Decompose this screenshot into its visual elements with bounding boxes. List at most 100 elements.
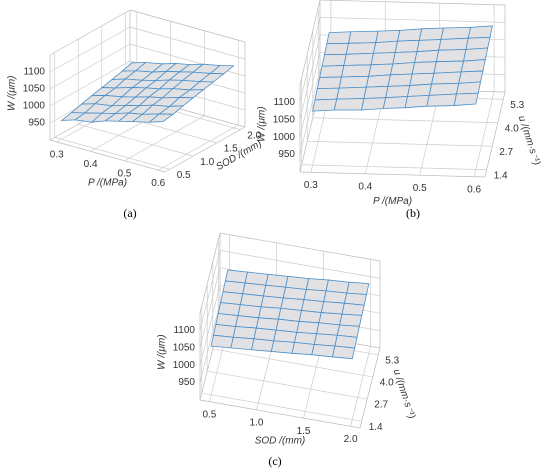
y-tick-label: 2.7 — [499, 147, 513, 158]
surface-patch — [385, 85, 411, 99]
grid-line — [350, 346, 371, 427]
grid-line — [201, 392, 362, 422]
box-edge — [199, 399, 361, 429]
surface-patch — [336, 86, 367, 100]
grid-line — [49, 26, 131, 73]
grid-line — [312, 117, 498, 124]
surface-patch — [365, 74, 391, 88]
x-tick-label: 0.4 — [84, 159, 98, 170]
surface-patch — [368, 63, 394, 77]
x-tick-label: 0.5 — [413, 183, 427, 194]
surface-patch — [296, 320, 320, 335]
y-tick-label: 2.0 — [247, 130, 261, 141]
x-tick-label: 0.3 — [304, 180, 318, 191]
surface-patch — [426, 93, 457, 107]
y-tick-label: 4.0 — [505, 123, 519, 134]
y-axis-label: u /(mm·s⁻¹) — [391, 368, 417, 420]
surface-patch — [433, 60, 465, 74]
surface-patch — [235, 315, 260, 329]
surface-patch — [323, 290, 348, 304]
z-tick-label: 1050 — [173, 342, 196, 353]
z-tick-label: 1100 — [23, 67, 45, 78]
surface-patch — [361, 97, 387, 111]
y-tick-label: 1.4 — [494, 170, 508, 181]
x-axis-label: SOD /(mm) — [255, 436, 306, 447]
surface-patch — [338, 75, 370, 89]
grid-line — [78, 123, 194, 157]
x-axis-label: P /(MPa) — [373, 196, 412, 207]
surface-patch — [394, 39, 420, 53]
x-tick-label: 0.6 — [467, 184, 481, 195]
surface-patch — [409, 72, 435, 86]
surface-patch — [341, 302, 365, 316]
surface-patch — [346, 281, 370, 295]
box-edge — [129, 9, 246, 43]
surface-patch — [251, 338, 275, 352]
surface-patch — [370, 52, 396, 66]
caption: (b) — [406, 206, 420, 220]
x-tick-label: 0.3 — [50, 150, 64, 161]
z-axis-label: W /(μm) — [157, 334, 168, 369]
surface-patch — [406, 83, 433, 97]
surface-patch — [453, 92, 479, 106]
surface-patch — [418, 27, 444, 41]
surface-patch — [440, 26, 472, 40]
grid-line — [299, 52, 321, 138]
box-edge — [164, 126, 246, 173]
surface-patch — [291, 341, 315, 356]
y-tick-label: 1.5 — [224, 144, 238, 155]
surface-patch — [298, 310, 322, 324]
x-axis-label: P /(MPa) — [88, 178, 127, 189]
surface-patch — [321, 53, 347, 67]
surface-patch — [326, 31, 352, 45]
surface-patch — [345, 42, 377, 55]
surface-patch — [404, 94, 430, 109]
grid-line — [219, 250, 381, 279]
surface-patch — [458, 70, 484, 84]
surface-patch — [431, 71, 462, 85]
surface-patch — [428, 82, 460, 96]
surface-patch — [273, 329, 298, 343]
z-axis-label: W /(μm) — [7, 76, 18, 111]
surface-patch — [348, 30, 379, 44]
x-tick-label: 0.5 — [202, 409, 216, 420]
y-axis-label: u /(mm·s⁻¹) — [516, 114, 542, 166]
surface-patch — [463, 47, 489, 62]
z-tick-label: 950 — [178, 377, 195, 388]
surface-patch — [314, 87, 340, 101]
caption: (a) — [123, 206, 136, 220]
box-edge — [199, 232, 221, 314]
surface-patch — [343, 52, 374, 66]
surface-patch — [323, 42, 350, 56]
surface-patch — [333, 98, 365, 111]
box-edge — [49, 139, 166, 173]
surface-patch — [387, 73, 413, 87]
box-edge — [49, 9, 131, 56]
x-tick-label: 0.4 — [358, 181, 372, 192]
z-tick-label: 1000 — [173, 360, 196, 371]
surface-patch — [467, 25, 493, 39]
x-tick-label: 1.0 — [250, 418, 264, 429]
grid-line — [301, 164, 487, 171]
box-edge — [484, 91, 506, 178]
x-tick-label: 0.5 — [117, 168, 131, 179]
surface-patch — [319, 65, 345, 78]
grid-line — [49, 60, 131, 107]
grid-line — [212, 348, 373, 378]
grid-line — [207, 370, 368, 400]
surface-patch — [320, 301, 345, 315]
surface-patch — [312, 98, 338, 112]
y-tick-label: 1.4 — [369, 422, 383, 433]
grid-line — [307, 140, 493, 147]
surface-patch — [316, 76, 342, 90]
x-tick-label: 2.0 — [344, 434, 358, 445]
y-tick-label: 1.0 — [200, 157, 214, 168]
z-tick-label: 1050 — [273, 114, 296, 125]
z-tick-label: 950 — [28, 118, 45, 129]
x-tick-label: 1.5 — [297, 426, 311, 437]
box-edge — [299, 0, 321, 86]
surface-patch — [438, 37, 469, 51]
grid-line — [49, 43, 131, 90]
y-tick-label: 2.7 — [374, 400, 388, 411]
